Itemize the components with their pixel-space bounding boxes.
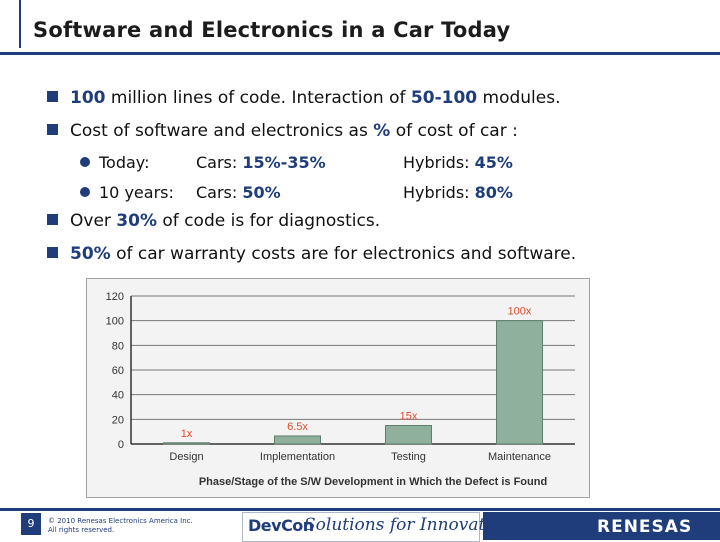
sub-10y-cars: Cars: 50%	[196, 183, 281, 202]
x-axis-title: Phase/Stage of the S/W Development in Wh…	[199, 476, 547, 488]
bullet-text: Over	[70, 211, 117, 231]
sub-label: Today:	[99, 153, 150, 172]
bullet-lines-of-code: 100 million lines of code. Interaction o…	[47, 88, 560, 108]
y-tick-label: 100	[106, 316, 124, 328]
bullet-number: 100	[70, 88, 106, 108]
renesas-logo: RENESAS	[597, 517, 693, 537]
defect-cost-chart: 0 20 40 60 80 100 120 1x Design 6.5x Implementatio…	[106, 291, 575, 488]
bar-data-label: 15x	[400, 411, 418, 423]
page-number: 9	[21, 513, 41, 535]
square-bullet-icon	[47, 214, 58, 225]
cars-label: Cars:	[196, 183, 238, 202]
cars-value: 50%	[242, 183, 281, 202]
devcon-logo: DevCon	[248, 516, 314, 535]
y-tick-label: 40	[112, 390, 124, 402]
sub-label: 10 years:	[99, 183, 174, 202]
hybrids-label: Hybrids:	[403, 153, 470, 172]
hybrids-value: 80%	[474, 183, 513, 202]
bar	[163, 442, 210, 445]
y-tick-label: 0	[118, 439, 124, 451]
square-bullet-icon	[47, 247, 58, 258]
chart-panel: 0 20 40 60 80 100 120 1x Design 6.5x Implementatio…	[86, 278, 590, 498]
sub-today-hybrids: Hybrids: 45%	[403, 153, 513, 172]
bar-data-label: 100x	[508, 306, 532, 318]
hybrids-value: 45%	[474, 153, 513, 172]
copyright-line-1: © 2010 Renesas Electronics America Inc.	[48, 517, 193, 525]
bullet-text: of cost of car :	[390, 121, 518, 141]
x-tick-label: Testing	[391, 451, 426, 463]
footer	[0, 508, 720, 540]
round-bullet-icon	[80, 187, 90, 197]
bullet-diagnostics: Over 30% of code is for diagnostics.	[47, 211, 380, 231]
y-tick-label: 120	[106, 291, 124, 303]
bar-data-label: 6.5x	[287, 421, 308, 433]
bullet-text: modules.	[477, 88, 561, 108]
round-bullet-icon	[80, 157, 90, 167]
copyright: © 2010 Renesas Electronics America Inc. …	[48, 517, 193, 535]
copyright-line-2: All rights reserved.	[48, 526, 115, 534]
bullet-text: of code is for diagnostics.	[157, 211, 381, 231]
square-bullet-icon	[47, 124, 58, 135]
slide-title: Software and Electronics in a Car Today	[33, 18, 511, 42]
footer-rule	[0, 508, 720, 511]
y-tick-label: 80	[112, 340, 124, 352]
bullet-number: 50%	[70, 244, 111, 264]
x-tick-label: Maintenance	[488, 451, 551, 463]
sub-10y-hybrids: Hybrids: 80%	[403, 183, 513, 202]
cars-value: 15%-35%	[242, 153, 326, 172]
sub-today-cars: Cars: 15%-35%	[196, 153, 326, 172]
square-bullet-icon	[47, 91, 58, 102]
tagline: Solutions for Innovation	[304, 515, 512, 535]
bullet-text: of car warranty costs are for electronic…	[110, 244, 577, 264]
hybrids-label: Hybrids:	[403, 183, 470, 202]
cars-label: Cars:	[196, 153, 238, 172]
bullet-warranty: 50% of car warranty costs are for electr…	[47, 244, 576, 264]
y-tick-label: 20	[112, 414, 124, 426]
bullet-cost: Cost of software and electronics as % of…	[47, 121, 518, 141]
sub-bullet-today: Today:	[80, 153, 150, 172]
y-tick-label: 60	[112, 365, 124, 377]
bar	[496, 320, 543, 445]
bar	[274, 435, 321, 445]
bullet-number: 50-100	[410, 88, 478, 108]
x-tick-label: Design	[169, 451, 203, 463]
x-tick-label: Implementation	[260, 451, 335, 463]
bullet-number: 30%	[116, 211, 157, 231]
sub-bullet-10-years: 10 years:	[80, 183, 174, 202]
title-accent-line	[19, 0, 21, 48]
bullet-text: Cost of software and electronics as	[70, 121, 374, 141]
title-underline	[0, 52, 720, 55]
bar-data-label: 1x	[181, 428, 193, 440]
brand-banner	[483, 512, 720, 540]
bullet-text: million lines of code. Interaction of	[105, 88, 411, 108]
bar	[385, 425, 432, 445]
bullet-number: %	[373, 121, 391, 141]
